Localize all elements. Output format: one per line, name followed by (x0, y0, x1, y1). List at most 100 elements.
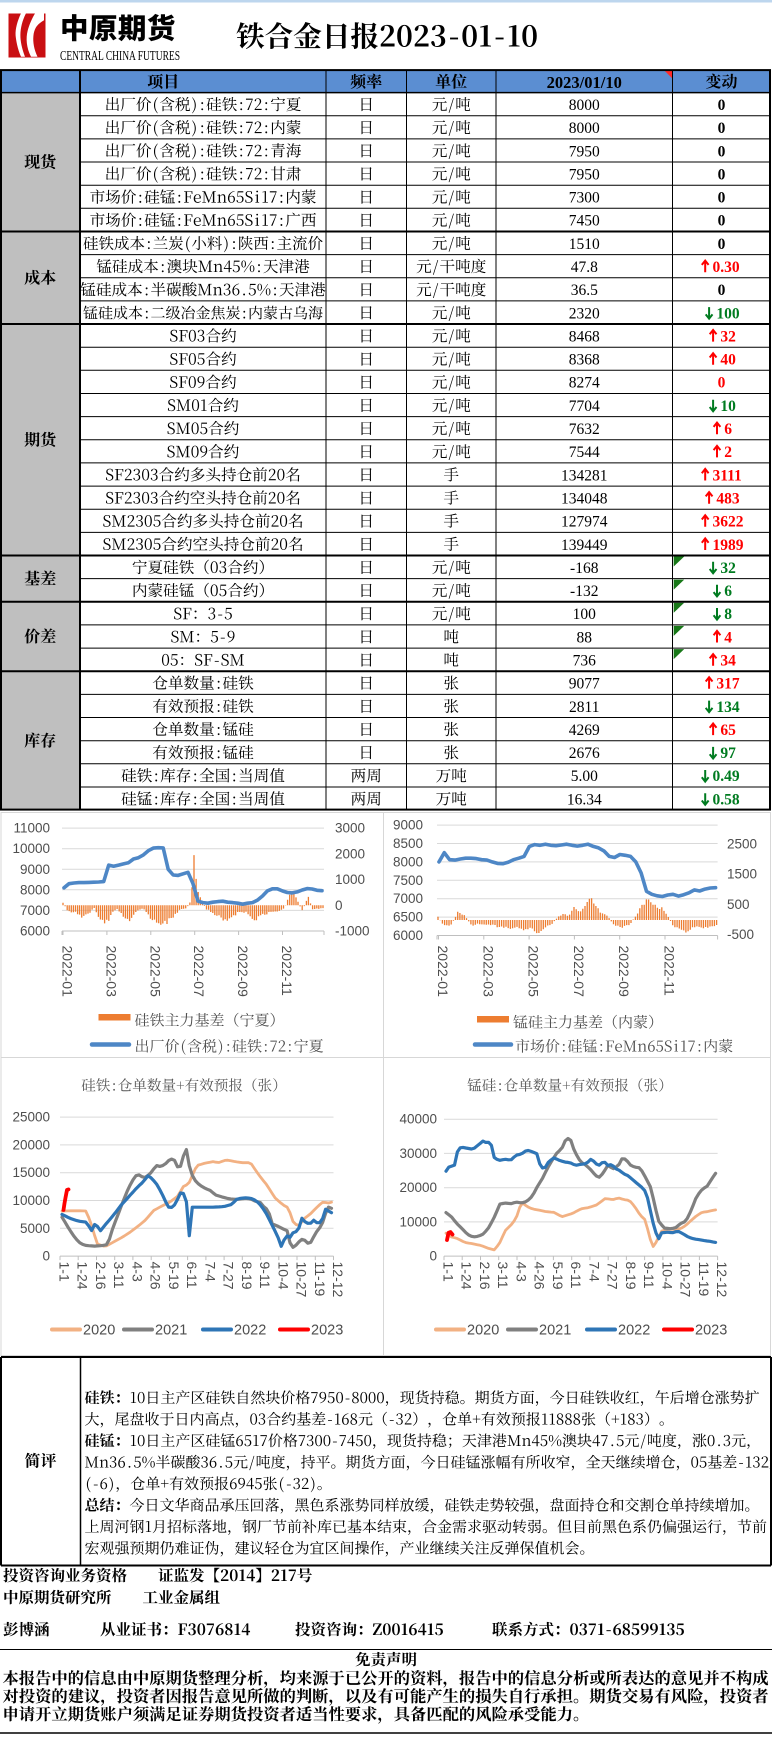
svg-text:8-19: 8-19 (623, 1262, 639, 1290)
svg-text:2023: 2023 (311, 1323, 343, 1339)
svg-text:0: 0 (718, 166, 726, 183)
svg-text:7950: 7950 (569, 143, 600, 160)
svg-text:1-1: 1-1 (441, 1262, 457, 1282)
svg-text:0: 0 (718, 143, 726, 160)
svg-text:0.58: 0.58 (713, 791, 740, 808)
svg-text:7-4: 7-4 (202, 1262, 218, 1282)
svg-text:6500: 6500 (393, 910, 423, 925)
svg-text:5-19: 5-19 (550, 1262, 566, 1290)
svg-text:10-4: 10-4 (659, 1262, 675, 1290)
svg-text:6: 6 (724, 421, 732, 438)
svg-text:736: 736 (573, 653, 597, 670)
svg-text:1-24: 1-24 (75, 1262, 91, 1290)
svg-text:5000: 5000 (20, 1221, 50, 1236)
svg-text:7000: 7000 (20, 903, 50, 918)
svg-text:0.30: 0.30 (713, 259, 740, 276)
svg-text:-1000: -1000 (335, 924, 370, 939)
svg-text:0: 0 (718, 190, 726, 207)
svg-text:7450: 7450 (569, 213, 600, 230)
svg-text:2022-05: 2022-05 (526, 946, 542, 998)
svg-text:2022-07: 2022-07 (571, 946, 587, 998)
svg-text:16.34: 16.34 (567, 791, 602, 808)
svg-text:10000: 10000 (12, 1193, 50, 1208)
svg-text:5.00: 5.00 (571, 768, 598, 785)
svg-text:6000: 6000 (393, 928, 423, 943)
svg-text:2022-09: 2022-09 (235, 946, 251, 998)
svg-text:2022-01: 2022-01 (60, 946, 76, 998)
svg-text:34: 34 (720, 653, 736, 670)
svg-text:4-3: 4-3 (129, 1262, 145, 1282)
svg-text:2-16: 2-16 (477, 1262, 493, 1290)
svg-text:2000: 2000 (335, 846, 365, 861)
svg-text:139449: 139449 (561, 537, 608, 554)
svg-text:12-12: 12-12 (714, 1262, 730, 1298)
svg-text:2811: 2811 (569, 699, 599, 716)
svg-text:11-19: 11-19 (312, 1262, 328, 1297)
svg-text:7000: 7000 (393, 891, 423, 906)
svg-text:2022-03: 2022-03 (103, 946, 119, 998)
svg-text:2-16: 2-16 (93, 1262, 109, 1290)
svg-text:7632: 7632 (569, 421, 600, 438)
svg-text:3-11: 3-11 (111, 1262, 127, 1289)
svg-text:1510: 1510 (569, 236, 600, 253)
svg-text:15000: 15000 (12, 1165, 50, 1180)
svg-text:134: 134 (716, 699, 740, 716)
svg-text:5-19: 5-19 (166, 1262, 182, 1290)
svg-text:7500: 7500 (393, 873, 423, 888)
svg-text:4-3: 4-3 (514, 1262, 530, 1282)
svg-text:12-12: 12-12 (330, 1262, 346, 1298)
svg-text:7300: 7300 (569, 190, 600, 207)
svg-text:10-27: 10-27 (678, 1262, 694, 1298)
svg-text:9077: 9077 (569, 676, 600, 693)
svg-text:9000: 9000 (20, 862, 50, 877)
svg-text:2021: 2021 (155, 1323, 187, 1339)
svg-text:1989: 1989 (713, 537, 744, 554)
svg-text:9000: 9000 (393, 818, 423, 833)
svg-text:8000: 8000 (569, 120, 600, 137)
svg-text:2022-07: 2022-07 (191, 946, 207, 998)
svg-text:8274: 8274 (569, 375, 600, 392)
svg-text:1-24: 1-24 (459, 1262, 475, 1290)
svg-text:CENTRAL CHINA FUTURES: CENTRAL CHINA FUTURES (60, 48, 180, 63)
svg-text:0: 0 (718, 213, 726, 230)
svg-text:4-26: 4-26 (532, 1262, 548, 1290)
svg-text:9-11: 9-11 (641, 1262, 657, 1289)
svg-text:7950: 7950 (569, 166, 600, 183)
svg-text:8000: 8000 (20, 882, 50, 897)
svg-text:9-11: 9-11 (257, 1262, 273, 1289)
svg-text:2320: 2320 (569, 305, 600, 322)
svg-text:0: 0 (429, 1249, 437, 1264)
svg-text:2023/01/10: 2023/01/10 (547, 73, 622, 92)
svg-text:0: 0 (718, 236, 726, 253)
svg-text:40: 40 (720, 352, 736, 369)
svg-text:8: 8 (724, 606, 732, 623)
svg-text:2: 2 (724, 444, 732, 461)
svg-text:2022: 2022 (618, 1323, 650, 1339)
svg-text:10-27: 10-27 (294, 1262, 310, 1298)
svg-text:134281: 134281 (561, 467, 608, 484)
svg-text:-168: -168 (570, 560, 599, 577)
svg-text:97: 97 (720, 745, 736, 762)
svg-text:3-11: 3-11 (495, 1262, 511, 1289)
svg-text:20000: 20000 (12, 1137, 50, 1152)
svg-text:10: 10 (720, 398, 736, 415)
svg-text:100: 100 (716, 305, 740, 322)
svg-text:7704: 7704 (569, 398, 600, 415)
svg-text:10-4: 10-4 (275, 1262, 291, 1290)
svg-text:6000: 6000 (20, 924, 50, 939)
svg-text:1000: 1000 (335, 872, 365, 887)
svg-text:-500: -500 (727, 927, 754, 942)
svg-text:10000: 10000 (399, 1214, 437, 1229)
svg-text:2022-09: 2022-09 (616, 946, 632, 998)
svg-text:100: 100 (573, 606, 597, 623)
svg-text:500: 500 (727, 897, 750, 912)
svg-text:6-11: 6-11 (568, 1262, 584, 1289)
svg-text:127974: 127974 (561, 514, 608, 531)
svg-text:2022-05: 2022-05 (147, 946, 163, 998)
svg-text:0: 0 (718, 282, 726, 299)
svg-text:0: 0 (718, 97, 726, 114)
svg-text:2023: 2023 (695, 1323, 727, 1339)
svg-text:7544: 7544 (569, 444, 600, 461)
svg-text:11000: 11000 (13, 821, 50, 836)
svg-text:4-26: 4-26 (148, 1262, 164, 1290)
